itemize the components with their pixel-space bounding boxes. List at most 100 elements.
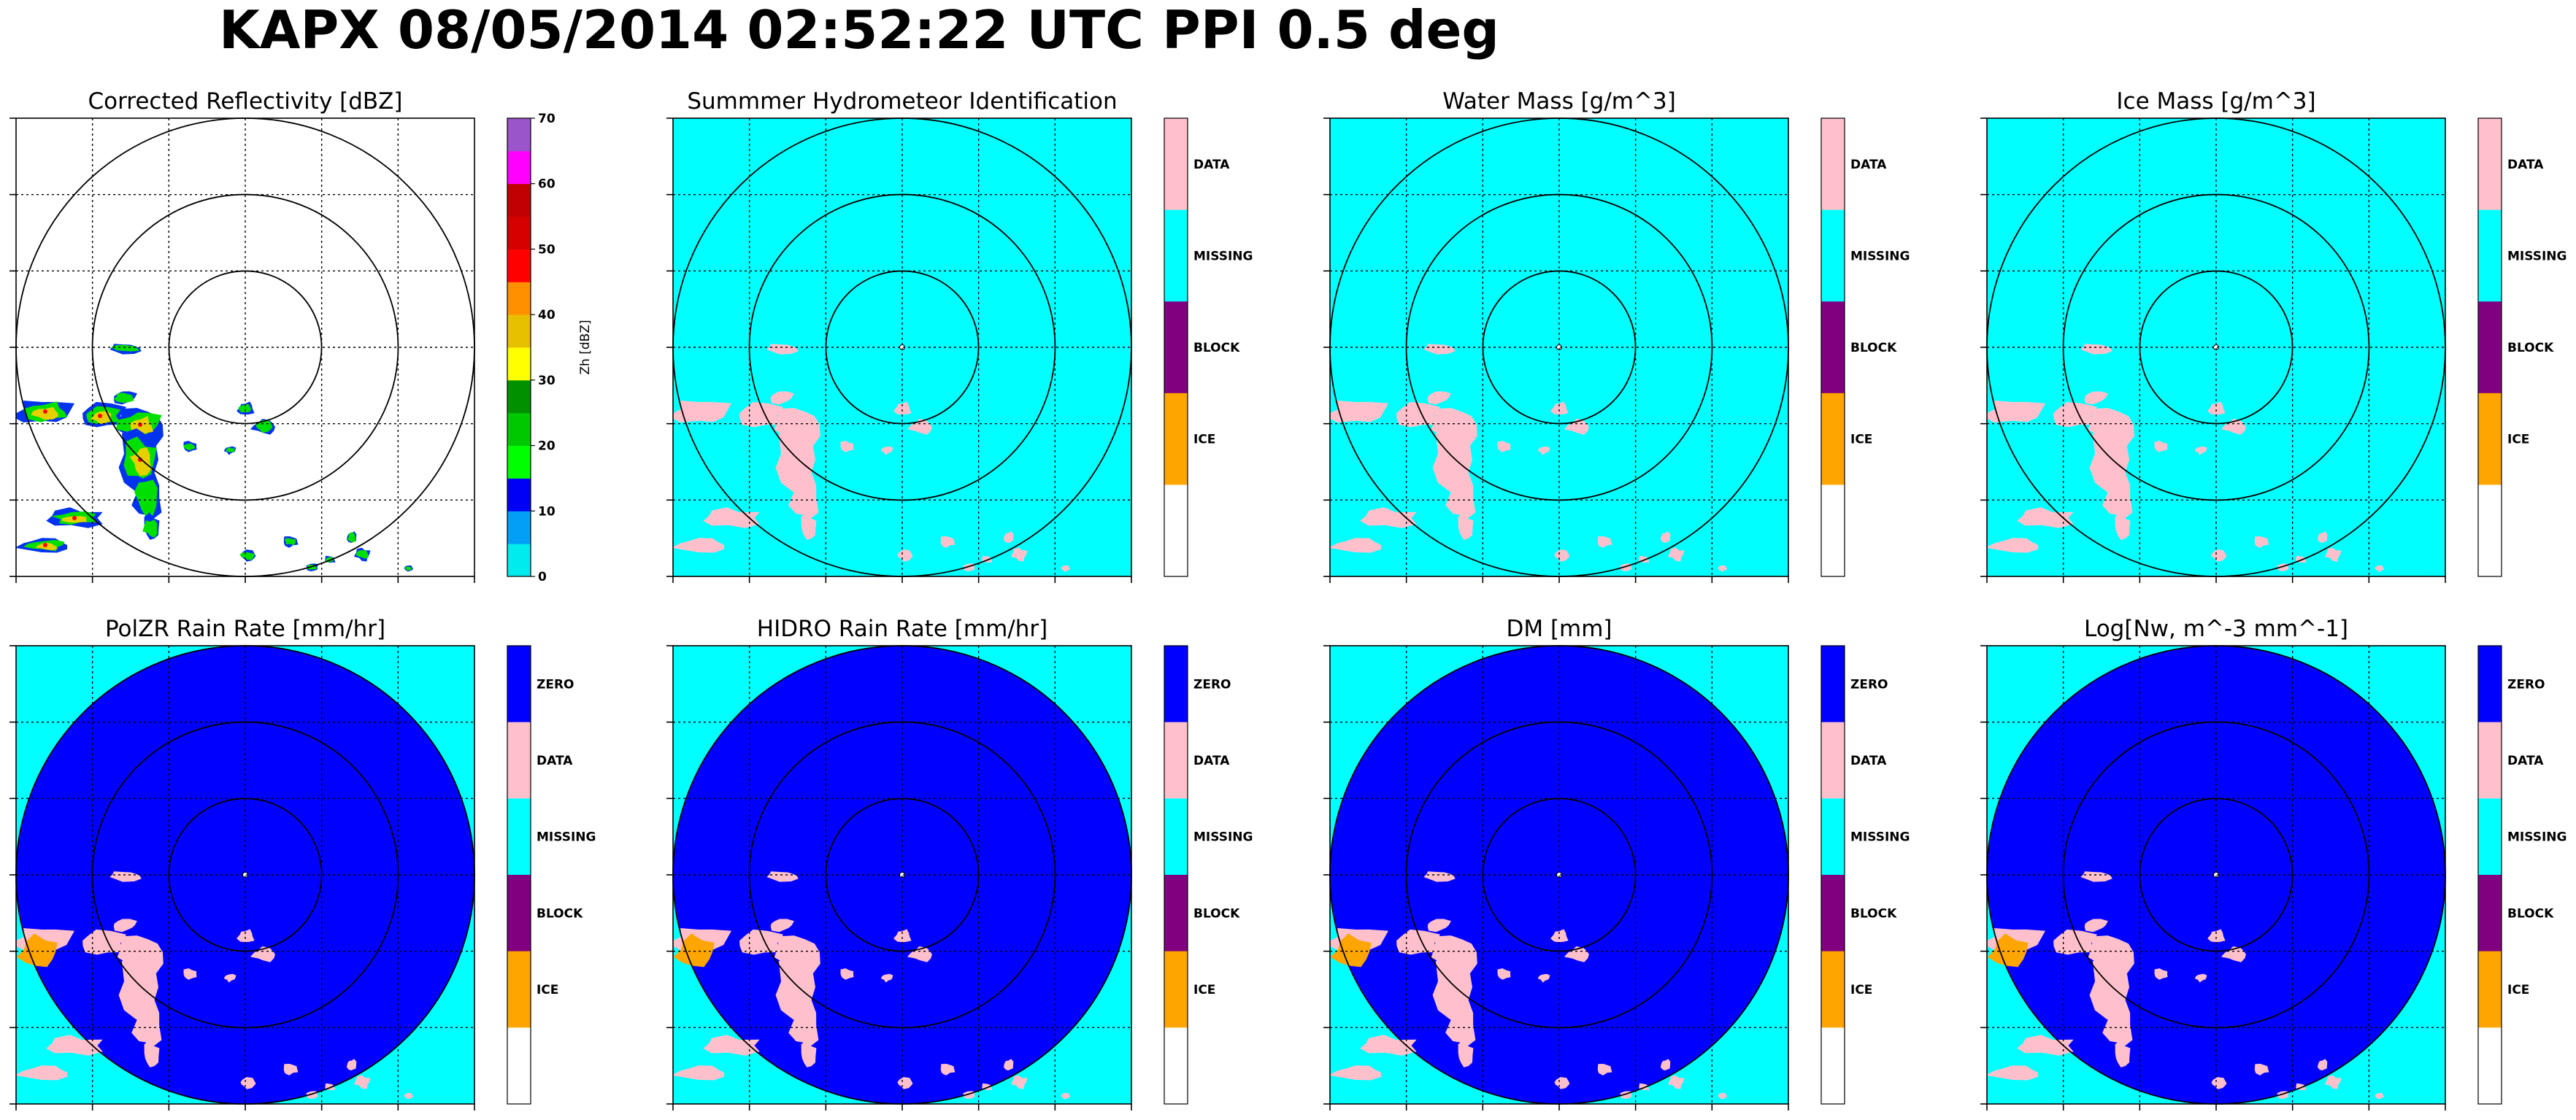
- data-echo: [1564, 419, 1589, 435]
- data-echo: [2195, 446, 2207, 455]
- colorbar-segment: [1821, 301, 1845, 394]
- data-echo: [1423, 871, 1456, 882]
- colorbar-segment: [507, 216, 531, 250]
- echo-mid: [284, 538, 296, 546]
- panel-title: Ice Mass [g/m^3]: [2116, 88, 2315, 115]
- colorbar-segment: [2478, 722, 2502, 799]
- colorbar-category-label: DATA: [1850, 754, 1887, 768]
- colorbar-category-label: ICE: [2507, 433, 2529, 447]
- colorbar-category-label: ICE: [1193, 983, 1215, 997]
- colorbar-category-label: ZERO: [537, 677, 574, 692]
- colorbar-segment: [507, 347, 531, 381]
- colorbar-segment: [2478, 393, 2502, 485]
- colorbar-segment: [1821, 875, 1845, 952]
- data-echo: [346, 1059, 357, 1071]
- colorbar-tick-label: 20: [538, 439, 555, 454]
- data-echo: [673, 401, 731, 422]
- data-echo: [2221, 419, 2246, 435]
- colorbar-category-label: ZERO: [2507, 677, 2545, 692]
- ice-echo: [1330, 933, 1372, 968]
- colorbar-segment: [507, 544, 531, 577]
- colorbar-segment: [1821, 209, 1845, 302]
- data-echo: [703, 507, 760, 528]
- data-echo: [897, 549, 913, 562]
- data-echo: [801, 512, 817, 540]
- range-ring: [1482, 270, 1637, 425]
- data-echo: [1660, 531, 1671, 544]
- data-echo: [673, 1065, 725, 1081]
- data-echo: [1550, 401, 1569, 415]
- data-echo: [2084, 391, 2108, 405]
- echo-mid: [111, 344, 140, 352]
- echo-mid: [355, 550, 369, 559]
- data-echo: [1497, 441, 1511, 452]
- data-echo: [2207, 929, 2226, 943]
- data-echo: [2211, 549, 2227, 562]
- data-echo: [2324, 1075, 2342, 1089]
- colorbar-segment: [507, 1027, 531, 1105]
- data-echo: [1597, 536, 1612, 548]
- data-echo: [109, 871, 142, 882]
- data-echo: [404, 1093, 414, 1100]
- data-echo: [1987, 1065, 2039, 1081]
- colorbar-tick-label: 60: [538, 177, 555, 192]
- colorbar-segment: [1821, 798, 1845, 876]
- data-echo: [2080, 871, 2112, 882]
- colorbar-category-label: ICE: [1850, 433, 1872, 447]
- colorbar-tick-label: 30: [538, 374, 555, 388]
- colorbar-segment: [507, 118, 531, 152]
- echo-mid: [404, 566, 412, 571]
- data-echo: [2317, 1059, 2328, 1071]
- colorbar-segment: [1164, 209, 1188, 302]
- data-echo: [1423, 344, 1456, 355]
- panel-7: DM [mm] ZERO DATA MISSING BLOCK ICE: [1323, 616, 1910, 1111]
- data-echo: [1987, 401, 2045, 422]
- colorbar-segment: [2478, 646, 2502, 723]
- colorbar-segment: [507, 379, 531, 414]
- colorbar: DATA MISSING BLOCK ICE: [1164, 117, 1253, 577]
- colorbar-frame: [1164, 645, 1188, 1105]
- data-echo: [1667, 547, 1685, 562]
- colorbar-segment: [1164, 118, 1188, 211]
- data-echo: [2115, 512, 2131, 540]
- colorbar-segment: [507, 798, 531, 876]
- colorbar-tick-label: 40: [538, 308, 555, 323]
- data-echo: [2317, 531, 2328, 544]
- colorbar-segment: [2478, 209, 2502, 302]
- colorbar-category-label: ICE: [1850, 983, 1872, 997]
- panel-8: Log[Nw, m^-3 mm^-1] ZERO DATA MISSING BLOCK I…: [1980, 616, 2567, 1111]
- figure-title: KAPX 08/05/2014 02:52:22 UTC PPI 0.5 deg: [219, 0, 1499, 61]
- echo-mid: [239, 403, 252, 413]
- colorbar-segment: [507, 150, 531, 185]
- colorbar-segment: [2478, 798, 2502, 876]
- colorbar-tick-label: 0: [538, 570, 547, 584]
- data-echo: [2017, 507, 2074, 528]
- range-ring: [748, 193, 1056, 501]
- colorbar-category-label: MISSING: [2507, 830, 2567, 845]
- data-echo: [774, 935, 820, 976]
- data-echo: [1003, 1059, 1014, 1071]
- data-echo: [46, 1035, 103, 1056]
- data-echo: [1360, 1035, 1417, 1056]
- data-echo: [907, 946, 932, 962]
- colorbar-tick-label: 70: [538, 112, 555, 126]
- colorbar-segment: [1164, 646, 1188, 723]
- data-echo: [2115, 1040, 2131, 1067]
- data-echo: [940, 536, 956, 548]
- echo-peak: [138, 422, 142, 427]
- echo-mid: [142, 520, 158, 538]
- data-echo: [2375, 565, 2385, 572]
- colorbar-segment: [2478, 301, 2502, 394]
- colorbar-frame: [1820, 645, 1845, 1105]
- data-echo: [1445, 472, 1476, 520]
- panel-title: PolZR Rain Rate [mm/hr]: [105, 616, 385, 642]
- colorbar-category-label: ICE: [2507, 983, 2529, 997]
- data-echo: [840, 968, 854, 980]
- panel-title: HIDRO Rain Rate [mm/hr]: [757, 616, 1047, 642]
- range-ring: [1405, 193, 1713, 501]
- data-echo: [770, 919, 794, 932]
- data-echo: [2221, 946, 2246, 962]
- colorbar-category-label: ICE: [1193, 433, 1215, 447]
- colorbar: ZERO DATA MISSING BLOCK ICE: [1820, 645, 1910, 1105]
- data-echo: [2195, 973, 2207, 983]
